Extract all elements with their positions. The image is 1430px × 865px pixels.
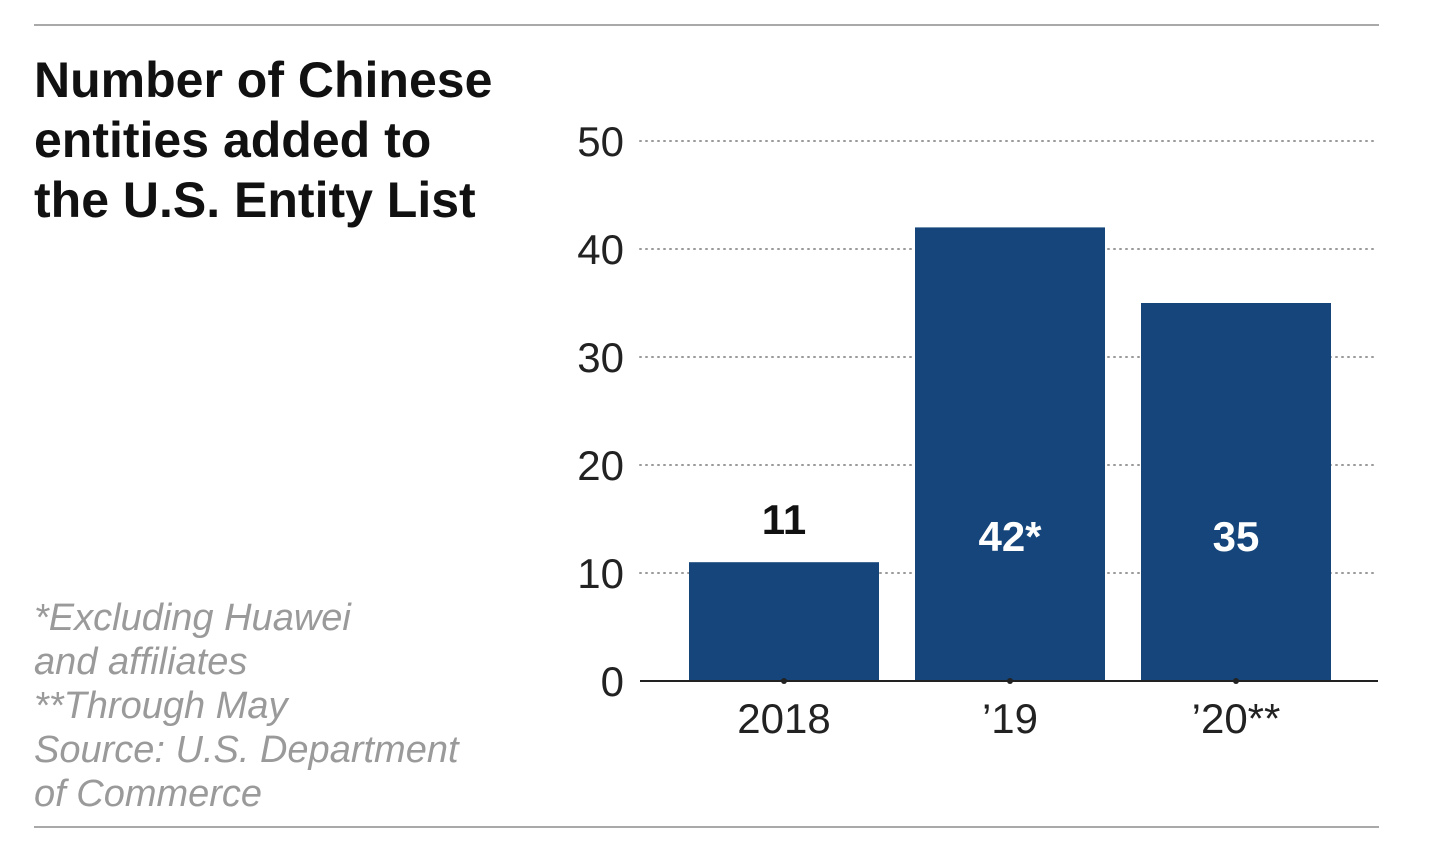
y-tick-label: 20 xyxy=(577,442,624,489)
bar-19 xyxy=(915,227,1105,681)
x-tick-mark xyxy=(1007,678,1013,684)
chart-title: Number of Chinese entities added to the … xyxy=(34,52,493,228)
source-line: of Commerce xyxy=(34,773,263,815)
y-tick-label: 0 xyxy=(601,658,624,705)
footnote-line: **Through May xyxy=(34,685,288,727)
bottom-rule xyxy=(34,826,1379,828)
y-tick-label: 30 xyxy=(577,334,624,381)
data-label: 42* xyxy=(978,513,1042,560)
footnote-line: *Excluding Huawei xyxy=(34,597,351,639)
x-tick-mark xyxy=(1233,678,1239,684)
data-label: 11 xyxy=(762,496,806,543)
x-axis xyxy=(640,678,1378,684)
labels: 0 10 20 30 40 50 2018 ’19 ’20** 11 42* 35 xyxy=(577,118,1280,742)
y-tick-label: 50 xyxy=(577,118,624,165)
y-tick-label: 40 xyxy=(577,226,624,273)
y-tick-label: 10 xyxy=(577,550,624,597)
footnotes: *Excluding Huawei and affiliates **Throu… xyxy=(34,596,554,816)
top-rule xyxy=(34,24,1379,26)
source-line: Source: U.S. Department xyxy=(34,729,459,771)
x-tick-label: ’19 xyxy=(982,695,1038,742)
bars xyxy=(689,227,1331,681)
x-tick-label: 2018 xyxy=(737,695,830,742)
x-tick-mark xyxy=(781,678,787,684)
bar-20 xyxy=(1141,303,1331,681)
x-tick-label: ’20** xyxy=(1192,695,1281,742)
bar-2018 xyxy=(689,562,879,681)
footnote-line: and affiliates xyxy=(34,641,248,683)
data-label: 35 xyxy=(1213,513,1260,560)
